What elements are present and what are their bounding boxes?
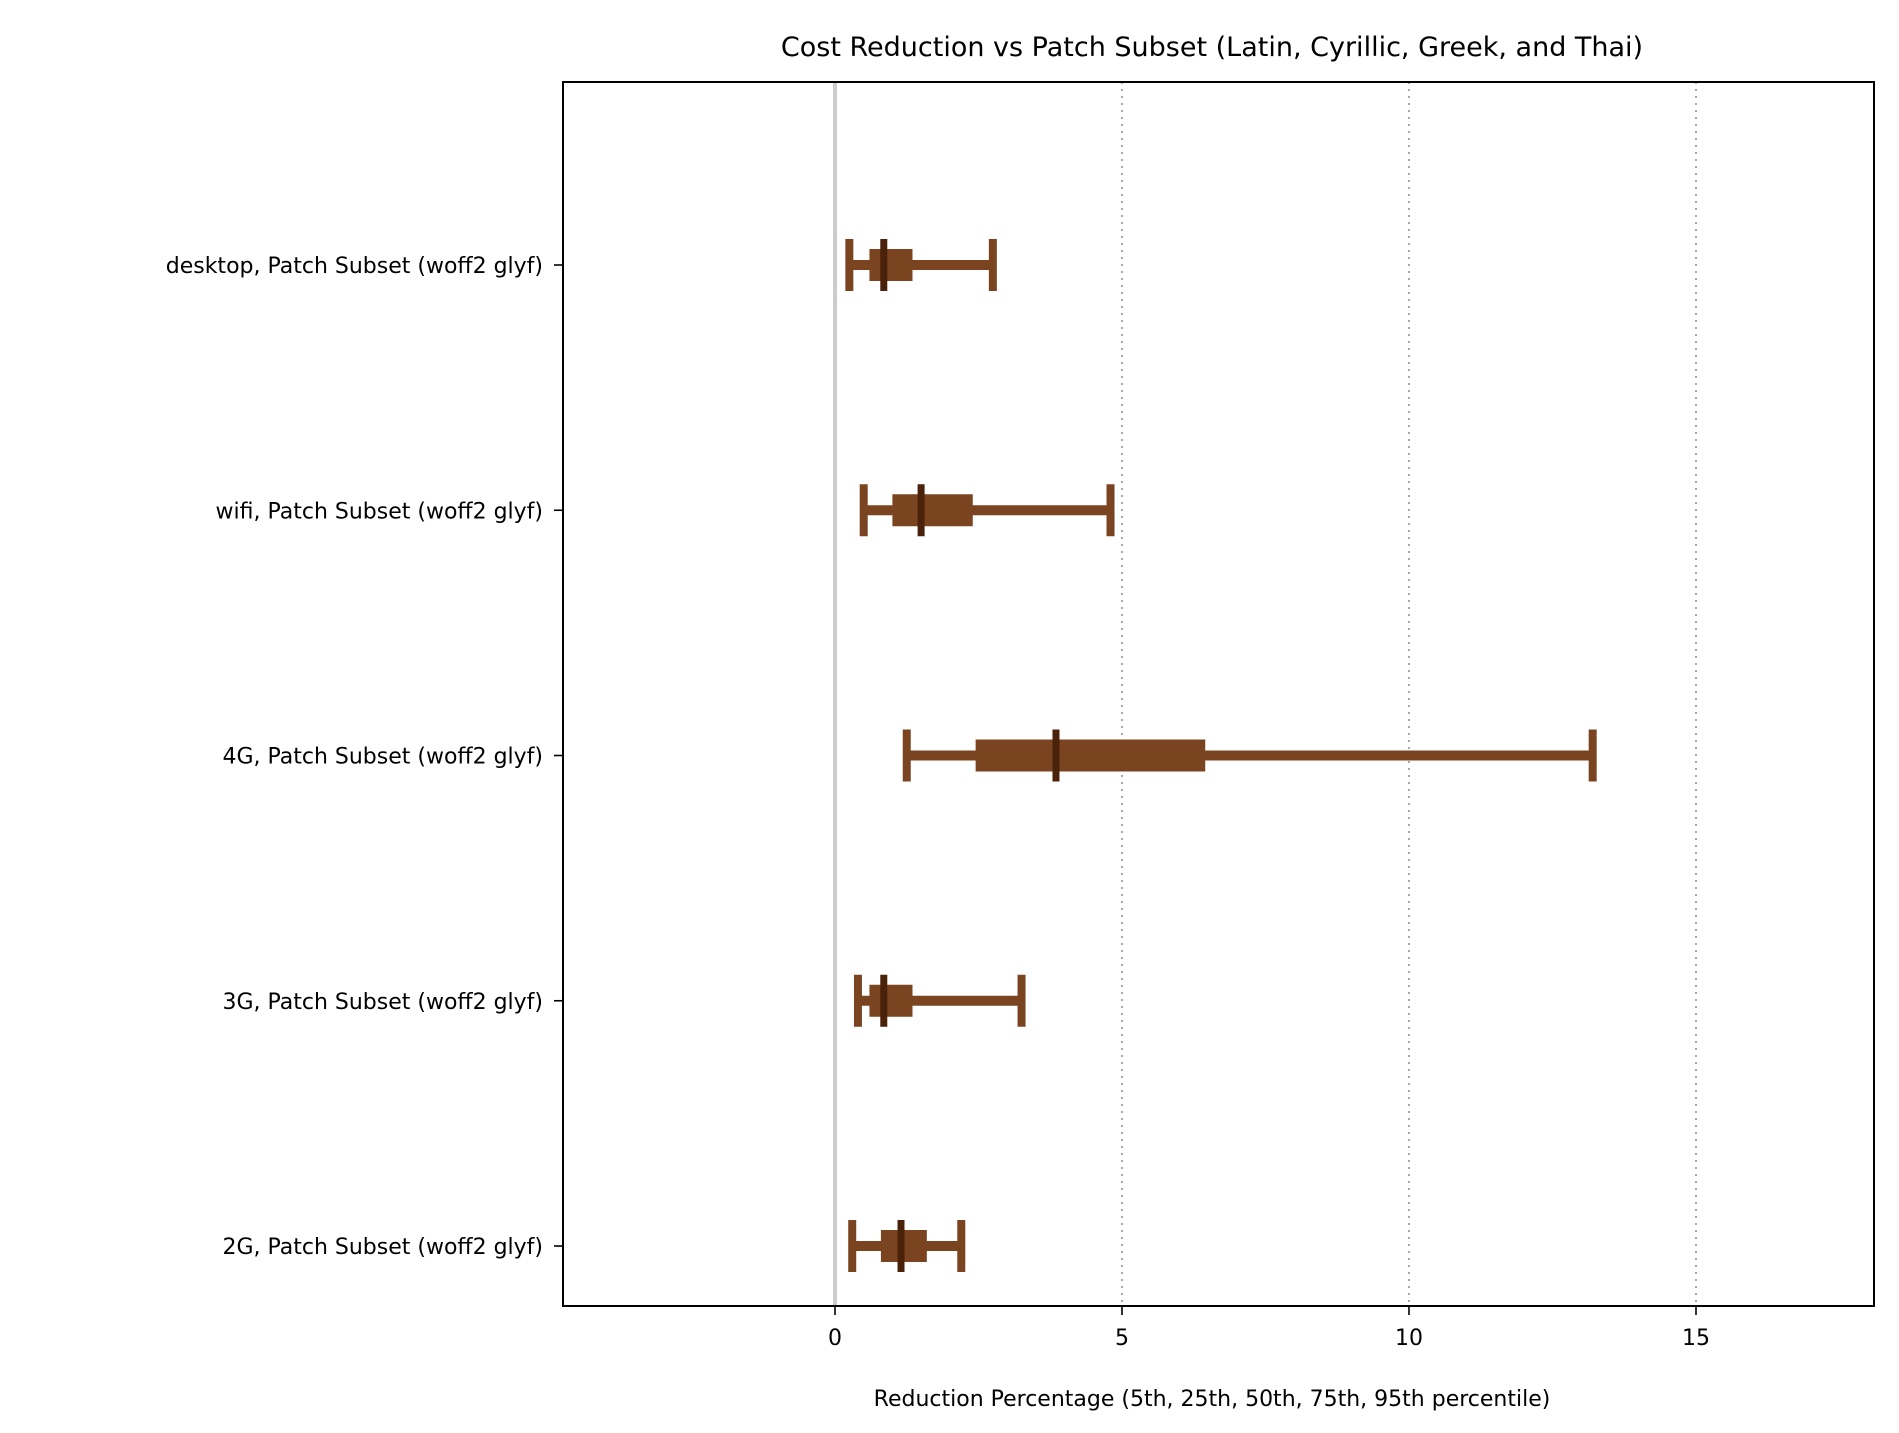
series-row: 4G, Patch Subset (woff2 glyf) [222,729,1597,782]
series-row: 2G, Patch Subset (woff2 glyf) [222,1220,966,1272]
series-row: 3G, Patch Subset (woff2 glyf) [222,974,1026,1027]
iqr-box-25-75 [869,249,913,281]
plot-area: 0 5 10 15 desktop, Patch Subset (woff2 glyf)… [166,81,1875,1351]
iqr-box-25-75 [975,739,1206,772]
x-tick-label: 10 [1395,1326,1423,1351]
x-tick-label: 15 [1682,1326,1710,1351]
chart-title: Cost Reduction vs Patch Subset (Latin, C… [781,32,1643,63]
y-tick-label: wifi, Patch Subset (woff2 glyf) [216,499,543,524]
y-tick-label: desktop, Patch Subset (woff2 glyf) [166,254,543,279]
x-axis-label: Reduction Percentage (5th, 25th, 50th, 7… [874,1387,1551,1412]
iqr-box-25-75 [869,984,913,1017]
iqr-box-25-75 [892,494,973,527]
series-row: desktop, Patch Subset (woff2 glyf) [166,239,997,291]
y-tick-label: 4G, Patch Subset (woff2 glyf) [222,745,543,770]
y-tick-label: 2G, Patch Subset (woff2 glyf) [222,1235,543,1260]
series-row: wifi, Patch Subset (woff2 glyf) [216,484,1115,537]
x-tick-label: 5 [1115,1326,1129,1351]
axes-frame [562,81,1875,1307]
y-tick-label: 3G, Patch Subset (woff2 glyf) [222,990,543,1015]
x-tick-label: 0 [828,1326,842,1351]
